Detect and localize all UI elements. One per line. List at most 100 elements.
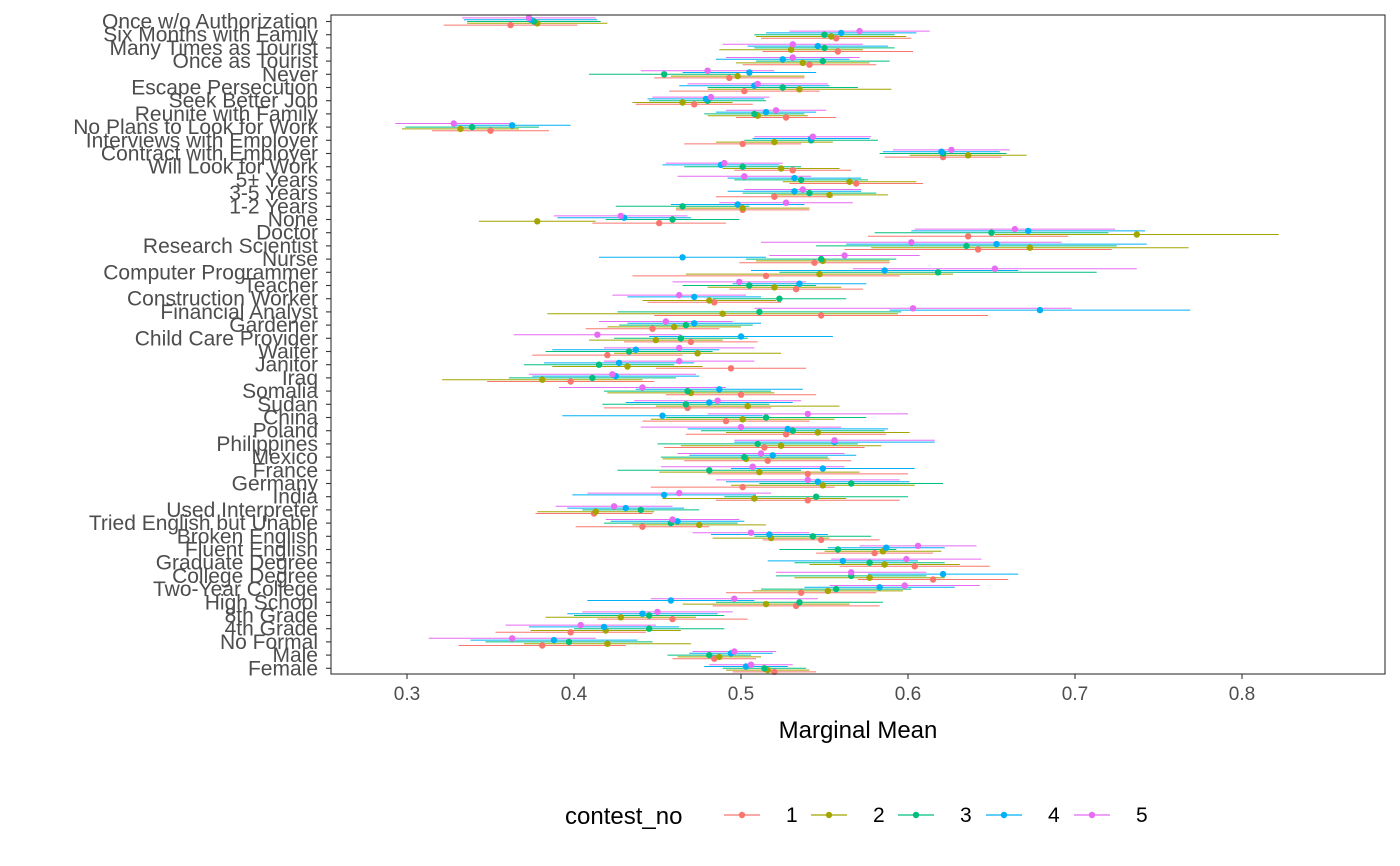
point-series-4 xyxy=(814,42,822,50)
y-tick-label: Mexico xyxy=(251,446,318,469)
point-series-2 xyxy=(671,323,678,331)
point-series-3 xyxy=(565,638,573,646)
point-series-4 xyxy=(1025,227,1032,235)
point-series-4 xyxy=(550,636,558,644)
point-series-2 xyxy=(846,178,853,185)
point-series-1 xyxy=(789,167,796,174)
point-series-5 xyxy=(654,608,661,616)
point-series-5 xyxy=(639,384,646,391)
point-series-2 xyxy=(881,561,888,568)
point-series-4 xyxy=(766,531,773,538)
point-series-1 xyxy=(739,140,746,148)
point-series-3 xyxy=(812,493,820,500)
point-series-4 xyxy=(615,359,623,367)
point-series-3 xyxy=(637,506,644,514)
point-series-5 xyxy=(757,450,765,457)
point-series-5 xyxy=(609,371,616,378)
legend-label: 1 xyxy=(786,804,798,827)
legend: contest_no 1 2 3 4 5 xyxy=(565,803,1148,830)
point-series-2 xyxy=(816,270,823,278)
point-series-5 xyxy=(676,489,683,497)
point-series-2 xyxy=(799,59,806,67)
point-series-5 xyxy=(809,133,817,140)
point-series-5 xyxy=(509,635,516,642)
point-series-1 xyxy=(711,655,718,662)
y-tick-label: Once w/o Authorization xyxy=(102,11,318,34)
point-series-3 xyxy=(754,440,761,448)
point-series-5 xyxy=(799,186,806,193)
point-series-5 xyxy=(577,621,584,629)
point-series-1 xyxy=(871,549,878,557)
point-series-5 xyxy=(704,67,711,74)
point-series-3 xyxy=(779,84,786,91)
y-tick-label: Male xyxy=(272,644,318,667)
point-series-1 xyxy=(567,629,574,636)
point-series-1 xyxy=(762,272,770,280)
legend-key-point xyxy=(825,811,833,819)
point-series-1 xyxy=(741,87,748,95)
point-series-4 xyxy=(791,174,798,182)
point-series-4 xyxy=(600,623,608,631)
point-series-5 xyxy=(789,41,796,48)
point-series-1 xyxy=(739,483,746,491)
point-series-5 xyxy=(617,212,624,220)
y-tick-label: 1-2 Years xyxy=(229,195,318,218)
y-tick-label: 8th Grade xyxy=(225,605,318,628)
point-series-3 xyxy=(739,163,746,170)
legend-keys: 1 2 3 4 5 xyxy=(724,804,1148,827)
point-series-5 xyxy=(948,146,955,154)
point-series-5 xyxy=(848,569,855,576)
point-series-2 xyxy=(1133,231,1140,238)
point-series-2 xyxy=(716,653,723,661)
point-series-5 xyxy=(991,265,999,272)
point-series-5 xyxy=(721,159,728,167)
point-series-3 xyxy=(751,110,758,118)
point-series-5 xyxy=(669,516,676,523)
point-series-1 xyxy=(655,219,663,227)
point-series-1 xyxy=(507,21,514,29)
y-tick-label: Broken English xyxy=(177,525,318,548)
point-series-1 xyxy=(974,246,982,253)
point-series-1 xyxy=(727,365,735,372)
point-series-2 xyxy=(751,495,758,502)
point-series-2 xyxy=(771,138,778,146)
point-series-4 xyxy=(791,188,798,195)
point-series-5 xyxy=(747,529,755,536)
point-series-2 xyxy=(534,218,541,225)
y-tick-label: Doctor xyxy=(256,222,318,245)
point-series-4 xyxy=(769,452,776,459)
point-series-3 xyxy=(866,559,873,566)
point-series-1 xyxy=(782,114,790,121)
point-series-5 xyxy=(856,27,863,35)
point-series-1 xyxy=(764,457,771,464)
point-series-3 xyxy=(589,374,596,382)
point-series-4 xyxy=(1036,306,1044,314)
point-series-5 xyxy=(731,648,738,655)
y-tick-label: Gardener xyxy=(229,314,318,337)
point-series-1 xyxy=(604,351,611,359)
legend-key-point xyxy=(1000,811,1008,819)
point-series-4 xyxy=(883,544,890,551)
legend-key-point xyxy=(738,811,746,819)
point-series-2 xyxy=(756,468,763,476)
point-series-3 xyxy=(645,625,653,632)
point-series-2 xyxy=(734,72,741,80)
y-tick-label: College Degree xyxy=(172,565,318,588)
point-series-2 xyxy=(624,363,631,370)
point-series-3 xyxy=(677,335,685,342)
point-series-1 xyxy=(711,299,718,306)
point-series-1 xyxy=(722,417,730,425)
y-tick-label: Reunite with Family xyxy=(135,103,319,126)
point-series-3 xyxy=(934,269,942,276)
y-tick-label: Once as Tourist xyxy=(172,50,318,73)
y-tick-label: Nurse xyxy=(262,248,318,271)
y-tick-label: Iraq xyxy=(282,367,318,390)
point-series-4 xyxy=(881,267,888,274)
panel-border xyxy=(330,14,1386,675)
y-tick-label: 5+ Years xyxy=(236,169,318,192)
point-series-1 xyxy=(487,127,494,134)
point-series-5 xyxy=(749,463,756,470)
point-series-3 xyxy=(796,599,803,606)
point-series-3 xyxy=(468,123,476,131)
